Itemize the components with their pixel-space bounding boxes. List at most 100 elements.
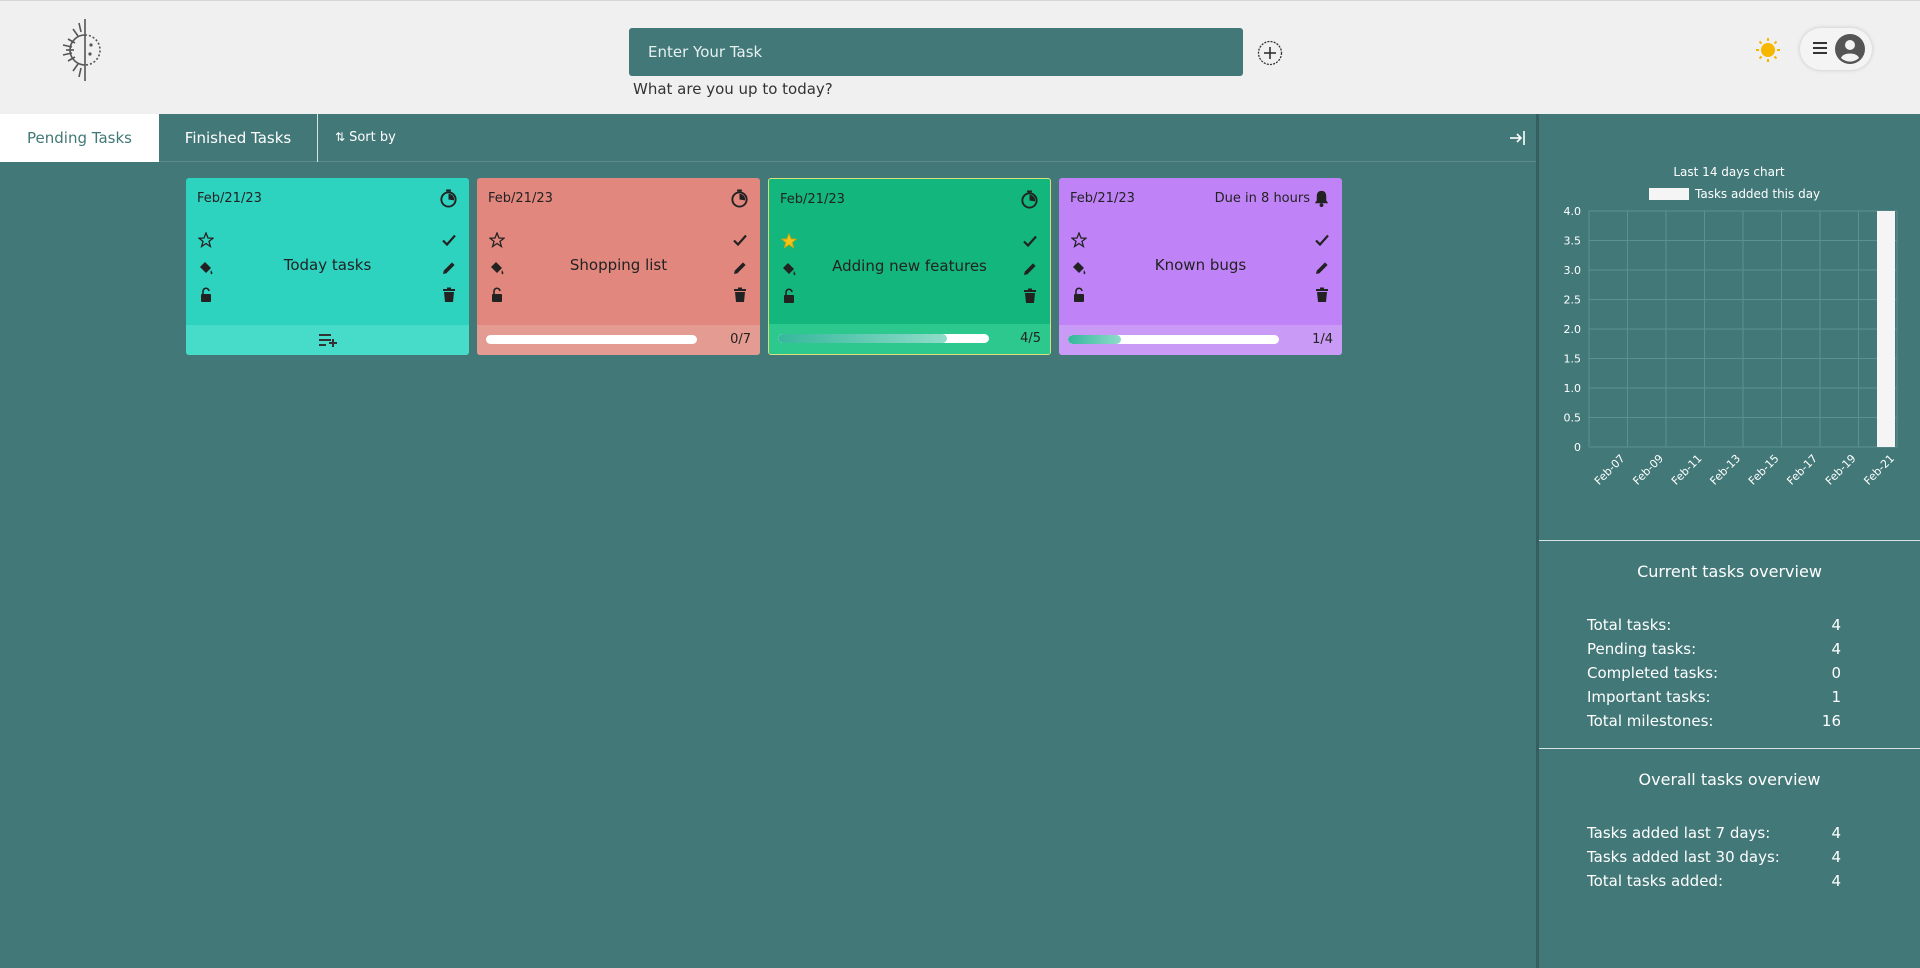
paint-bucket-icon[interactable] <box>198 260 214 276</box>
y-tick-label: 1.5 <box>1564 353 1582 366</box>
trash-icon[interactable] <box>441 287 457 303</box>
tab-pending-tasks[interactable]: Pending Tasks <box>0 114 159 162</box>
card-footer: 4/5 <box>769 324 1050 354</box>
milestone-count: 0/7 <box>730 332 751 347</box>
app-header: What are you up to today? <box>0 0 1920 114</box>
check-icon[interactable] <box>441 232 457 248</box>
star-filled-icon[interactable] <box>781 233 797 249</box>
star-icon[interactable] <box>198 232 214 248</box>
task-input[interactable] <box>629 28 1243 76</box>
x-tick-label: Feb-21 <box>1861 452 1897 488</box>
chart-bar <box>1877 211 1895 447</box>
sort-by-button[interactable]: ⇅ Sort by <box>335 130 396 145</box>
legend-swatch <box>1649 188 1689 200</box>
user-menu-button[interactable] <box>1800 28 1872 70</box>
timer-icon[interactable] <box>1020 190 1039 209</box>
last-14-days-chart: Last 14 days chart Tasks added this day 0 0… <box>1564 165 1898 488</box>
check-icon[interactable] <box>732 232 748 248</box>
x-tick-label: Feb-13 <box>1707 452 1743 488</box>
pencil-icon[interactable] <box>732 260 748 276</box>
x-tick-label: Feb-09 <box>1630 452 1666 488</box>
star-icon[interactable] <box>489 232 505 248</box>
chart-title: Last 14 days chart <box>1673 165 1785 179</box>
main-area: Pending Tasks Finished Tasks ⇅ Sort by Fe… <box>0 114 1536 968</box>
milestone-count: 1/4 <box>1312 332 1333 347</box>
timer-icon[interactable] <box>730 189 749 208</box>
milestone-count: 4/5 <box>1020 331 1041 346</box>
x-tick-label: Feb-07 <box>1592 452 1628 488</box>
paint-bucket-icon[interactable] <box>781 261 797 277</box>
unlock-icon[interactable] <box>198 287 214 303</box>
y-tick-label: 2.0 <box>1564 323 1582 336</box>
card-footer <box>186 325 469 355</box>
star-icon[interactable] <box>1071 232 1087 248</box>
stat-row: Total tasks added: 4 <box>1587 872 1841 890</box>
y-tick-label: 0 <box>1574 441 1581 454</box>
x-tick-label: Feb-19 <box>1823 452 1859 488</box>
collapse-sidebar-icon[interactable] <box>1508 129 1526 147</box>
check-icon[interactable] <box>1314 232 1330 248</box>
milestone-progress-bar <box>1068 335 1279 344</box>
task-card-adding-new-features[interactable]: Feb/21/23 Adding new features 4/5 <box>768 178 1051 355</box>
card-title: Today tasks <box>283 256 372 274</box>
stat-value: 4 <box>1831 824 1841 842</box>
unlock-icon[interactable] <box>1071 287 1087 303</box>
y-tick-label: 1.0 <box>1564 382 1582 395</box>
check-icon[interactable] <box>1022 233 1038 249</box>
task-card-today-tasks[interactable]: Feb/21/23 Today tasks <box>186 178 469 355</box>
tab-bar: Pending Tasks Finished Tasks ⇅ Sort by <box>0 114 1536 162</box>
stat-label: Tasks added last 7 days: <box>1587 824 1771 842</box>
stat-row: Pending tasks: 4 <box>1587 640 1841 658</box>
current-overview-title: Current tasks overview <box>1637 562 1822 581</box>
pencil-icon[interactable] <box>441 260 457 276</box>
paint-bucket-icon[interactable] <box>1071 260 1087 276</box>
stat-row: Tasks added last 7 days: 4 <box>1587 824 1841 842</box>
stat-label: Pending tasks: <box>1587 640 1697 658</box>
x-tick-label: Feb-11 <box>1669 452 1705 488</box>
task-card-known-bugs[interactable]: Feb/21/23 Due in 8 hours Known bugs 1/4 <box>1059 178 1342 355</box>
card-title: Known bugs <box>1154 256 1247 274</box>
add-task-icon[interactable] <box>1257 40 1283 66</box>
app-logo-icon[interactable] <box>58 17 112 83</box>
stat-value: 16 <box>1821 712 1841 730</box>
task-card-shopping-list[interactable]: Feb/21/23 Shopping list 0/7 <box>477 178 760 355</box>
y-tick-label: 0.5 <box>1564 412 1582 425</box>
stat-value: 4 <box>1831 848 1841 866</box>
legend-label: Tasks added this day <box>1694 187 1820 201</box>
milestone-progress-bar <box>778 334 989 343</box>
trash-icon[interactable] <box>732 287 748 303</box>
stat-label: Total tasks added: <box>1587 872 1723 890</box>
stat-label: Important tasks: <box>1587 688 1711 706</box>
add-milestone-icon[interactable] <box>317 331 339 349</box>
stat-label: Total milestones: <box>1587 712 1714 730</box>
sort-arrows-icon: ⇅ <box>335 130 346 144</box>
x-tick-label: Feb-17 <box>1784 452 1820 488</box>
x-tick-label: Feb-15 <box>1746 452 1782 488</box>
pencil-icon[interactable] <box>1022 261 1038 277</box>
unlock-icon[interactable] <box>489 287 505 303</box>
due-label: Due in 8 hours <box>1214 191 1310 206</box>
tab-finished-tasks[interactable]: Finished Tasks <box>159 114 318 162</box>
stat-value: 0 <box>1831 664 1841 682</box>
stats-sidebar: Last 14 days chart Tasks added this day 0 0… <box>1536 114 1920 968</box>
overall-overview-title: Overall tasks overview <box>1638 770 1821 789</box>
trash-icon[interactable] <box>1314 287 1330 303</box>
y-tick-label: 3.0 <box>1564 264 1582 277</box>
avatar-icon <box>1835 34 1865 64</box>
trash-icon[interactable] <box>1022 288 1038 304</box>
stat-value: 4 <box>1831 872 1841 890</box>
stat-value: 1 <box>1831 688 1841 706</box>
divider <box>1539 748 1920 749</box>
card-date: Feb/21/23 <box>197 191 262 206</box>
progress-fill <box>1068 335 1121 344</box>
sun-icon[interactable] <box>1756 38 1780 62</box>
timer-icon[interactable] <box>439 189 458 208</box>
progress-fill <box>778 334 947 343</box>
card-footer: 0/7 <box>477 325 760 355</box>
unlock-icon[interactable] <box>781 288 797 304</box>
card-date: Feb/21/23 <box>488 191 553 206</box>
paint-bucket-icon[interactable] <box>489 260 505 276</box>
pencil-icon[interactable] <box>1314 260 1330 276</box>
stat-row: Tasks added last 30 days: 4 <box>1587 848 1841 866</box>
bell-icon[interactable] <box>1312 189 1331 208</box>
